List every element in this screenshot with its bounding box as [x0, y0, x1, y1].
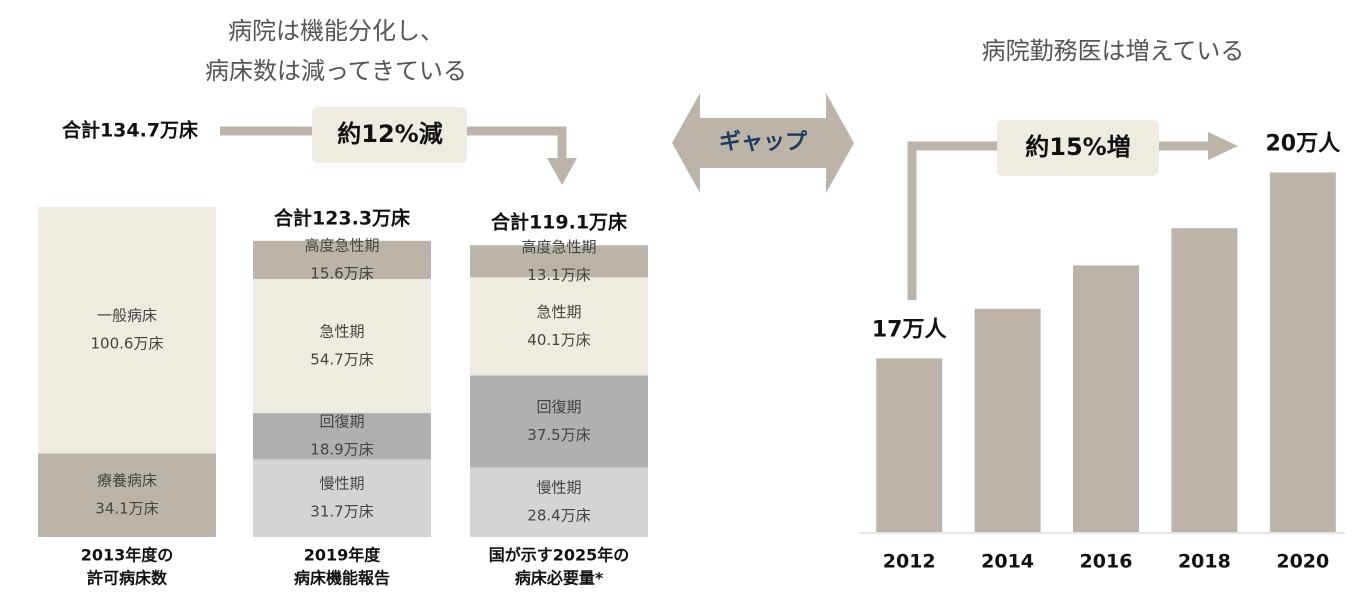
segment-value: 13.1万床 [527, 266, 590, 284]
bar-segment [470, 277, 648, 376]
segment-name: 急性期 [536, 303, 581, 321]
segment-name: 急性期 [319, 323, 364, 341]
segment-name: 一般病床 [97, 307, 157, 325]
bar-segment [38, 453, 216, 537]
title-line: 病床数は減ってきている [205, 57, 467, 85]
segment-value: 18.9万床 [310, 441, 373, 459]
bar [1269, 172, 1336, 532]
title-line: 病院は機能分化し、 [228, 17, 444, 45]
bar [876, 358, 943, 532]
annotation-box [997, 120, 1159, 176]
segment-value: 40.1万床 [527, 331, 590, 349]
segment-name: 慢性期 [319, 475, 364, 493]
segment-value: 15.6万床 [310, 264, 373, 282]
segment-name: 回復期 [536, 398, 581, 416]
annotation: 約12%減 [337, 120, 442, 148]
total-label: 合計123.3万床 [274, 206, 410, 229]
gap-label: ギャップ [719, 130, 808, 155]
bar-segment [253, 279, 431, 414]
segment-value: 100.6万床 [91, 335, 164, 353]
segment-name: 療養病床 [97, 472, 157, 490]
x-tick-label: 2016 [1080, 551, 1133, 573]
x-tick-label: 許可病床数 [87, 569, 168, 588]
bar-segment [470, 375, 648, 468]
bar [974, 308, 1041, 532]
bar-segment [253, 240, 431, 280]
arrow-head [1208, 132, 1238, 160]
bar [1073, 265, 1139, 532]
x-tick-label: 2014 [981, 551, 1034, 573]
x-tick-label: 2013年度の [81, 546, 174, 565]
x-tick-label: 2018 [1178, 551, 1231, 573]
segment-name: 高度急性期 [521, 238, 596, 256]
x-tick-label: 国が示す2025年の [489, 546, 630, 565]
title: 病院勤務医は増えている [982, 37, 1245, 65]
x-tick-label: 病床必要量* [515, 569, 604, 588]
bar-segment [470, 467, 648, 537]
value-label: 20万人 [1265, 131, 1340, 156]
segment-name: 回復期 [319, 413, 364, 431]
segment-value: 37.5万床 [527, 426, 590, 444]
bar-segment [253, 413, 431, 460]
total-label: 合計134.7万床 [62, 119, 198, 142]
x-tick-label: 2019年度 [304, 546, 382, 565]
value-label: 17万人 [872, 317, 947, 342]
x-tick-label: 2020 [1276, 551, 1329, 573]
segment-name: 慢性期 [536, 479, 581, 497]
segment-name: 高度急性期 [304, 236, 379, 254]
bar-segment [253, 459, 431, 537]
gap-arrow [672, 93, 854, 193]
bar-segment [38, 206, 216, 454]
bar-segment [470, 245, 648, 278]
segment-value: 31.7万床 [310, 503, 373, 521]
annotation: 約15%増 [1025, 133, 1130, 161]
segment-value: 34.1万床 [95, 500, 158, 518]
total-label: 合計119.1万床 [491, 211, 627, 234]
arrow-head [547, 158, 577, 185]
segment-value: 28.4万床 [527, 507, 590, 525]
segment-value: 54.7万床 [310, 351, 373, 369]
x-tick-label: 病床機能報告 [294, 569, 390, 588]
annotation-box [312, 107, 467, 163]
bar [1171, 228, 1238, 532]
x-tick-label: 2012 [883, 551, 936, 573]
